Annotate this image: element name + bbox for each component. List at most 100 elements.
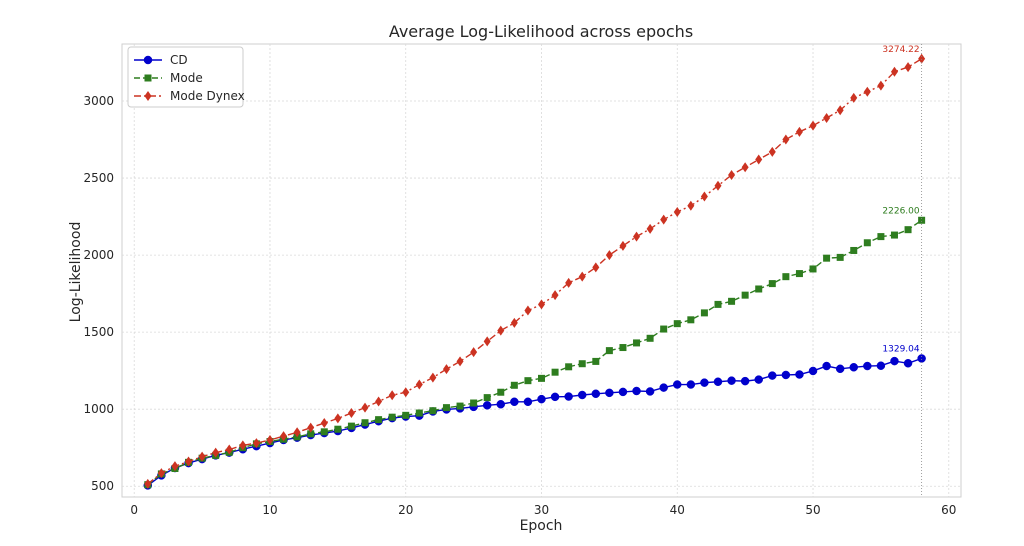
data-point (482, 401, 492, 410)
data-point (836, 253, 844, 261)
data-point (850, 246, 858, 254)
data-point (605, 250, 613, 261)
data-point (144, 478, 152, 489)
data-point (375, 396, 383, 407)
data-point (212, 447, 220, 458)
data-point (361, 402, 369, 413)
data-point (741, 291, 749, 299)
data-point (863, 86, 871, 97)
data-point (728, 297, 736, 305)
data-point (782, 273, 790, 281)
data-point (823, 112, 831, 123)
data-point (496, 399, 506, 409)
data-point (402, 411, 410, 419)
x-tick-label: 10 (262, 503, 277, 517)
data-point (890, 231, 898, 239)
x-tick-label: 0 (130, 503, 138, 517)
data-point (904, 226, 912, 234)
data-point (225, 444, 233, 455)
x-tick-label: 20 (398, 503, 413, 517)
data-point (591, 389, 601, 399)
data-point (700, 378, 709, 387)
data-point (510, 317, 518, 328)
data-point (754, 375, 763, 384)
data-point (619, 240, 627, 251)
data-point (538, 299, 545, 310)
series-layer: 1329.04 2226.00 3274.22 (143, 45, 926, 490)
data-point (700, 309, 708, 317)
data-point (523, 397, 533, 407)
data-point (510, 381, 518, 389)
data-point (836, 105, 844, 116)
x-axis-label: Epoch (520, 518, 563, 534)
data-point (578, 271, 586, 282)
data-point (334, 425, 342, 433)
data-point (388, 413, 396, 421)
y-tick-label: 500 (91, 479, 114, 493)
legend-item: CD (134, 53, 188, 67)
x-tick-label: 50 (805, 503, 820, 517)
data-point (361, 419, 369, 427)
data-point (157, 468, 165, 479)
data-point (646, 334, 654, 342)
end-value-label: 1329.04 (882, 344, 919, 354)
data-point (551, 290, 559, 301)
legend-swatch-marker (144, 74, 152, 82)
data-point (835, 364, 845, 374)
data-point (320, 428, 328, 436)
data-point (442, 364, 450, 375)
y-tick-label: 3000 (83, 94, 114, 108)
data-point (565, 363, 573, 371)
data-point (483, 336, 491, 347)
x-tick-label: 60 (941, 503, 956, 517)
legend-swatch-marker (143, 55, 153, 65)
data-point (741, 162, 749, 173)
data-point (673, 206, 681, 217)
data-point (497, 325, 505, 336)
data-point (673, 320, 681, 328)
legend-label: Mode Dynex (170, 89, 245, 103)
data-point (293, 427, 301, 438)
data-point (809, 120, 817, 131)
data-point (592, 357, 600, 365)
data-point (456, 356, 464, 367)
data-point (538, 374, 545, 382)
data-point (795, 270, 803, 278)
data-point (632, 386, 641, 396)
data-point (266, 434, 274, 445)
data-point (524, 377, 532, 385)
data-point (577, 390, 587, 400)
data-point (510, 397, 519, 407)
data-point (633, 231, 641, 242)
x-axis: 0 10 20 30 40 50 60 (130, 503, 956, 517)
y-axis-label: Log-Likelihood (68, 222, 84, 323)
data-point (755, 154, 763, 165)
data-point (768, 146, 776, 157)
data-point (863, 361, 872, 371)
data-point (415, 409, 423, 417)
data-point (633, 339, 641, 347)
legend-item: Mode Dynex (134, 89, 245, 103)
data-point (917, 354, 926, 363)
y-tick-label: 1500 (83, 325, 114, 339)
data-point (903, 359, 913, 368)
data-point (714, 300, 722, 308)
data-point (347, 422, 355, 430)
x-tick-label: 30 (534, 503, 549, 517)
legend-label: Mode (170, 71, 203, 85)
legend-box (127, 46, 244, 108)
data-point (483, 394, 491, 402)
data-point (890, 66, 898, 77)
data-point (687, 316, 695, 324)
data-point (768, 280, 776, 288)
data-point (918, 53, 926, 64)
data-point (442, 404, 450, 412)
plot-area: 0 10 20 30 40 50 60 500 1000 1500 2000 2500 3000 13… (83, 43, 962, 517)
data-point (660, 325, 668, 333)
end-value-label: 2226.00 (882, 206, 919, 216)
data-point (307, 422, 315, 433)
data-point (239, 440, 247, 451)
data-point (876, 361, 886, 370)
data-point (307, 430, 315, 438)
data-point (740, 376, 750, 386)
